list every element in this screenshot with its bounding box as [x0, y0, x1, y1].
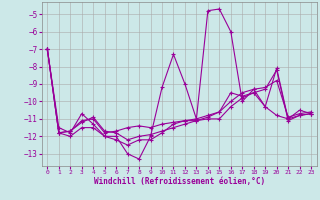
X-axis label: Windchill (Refroidissement éolien,°C): Windchill (Refroidissement éolien,°C): [94, 177, 265, 186]
